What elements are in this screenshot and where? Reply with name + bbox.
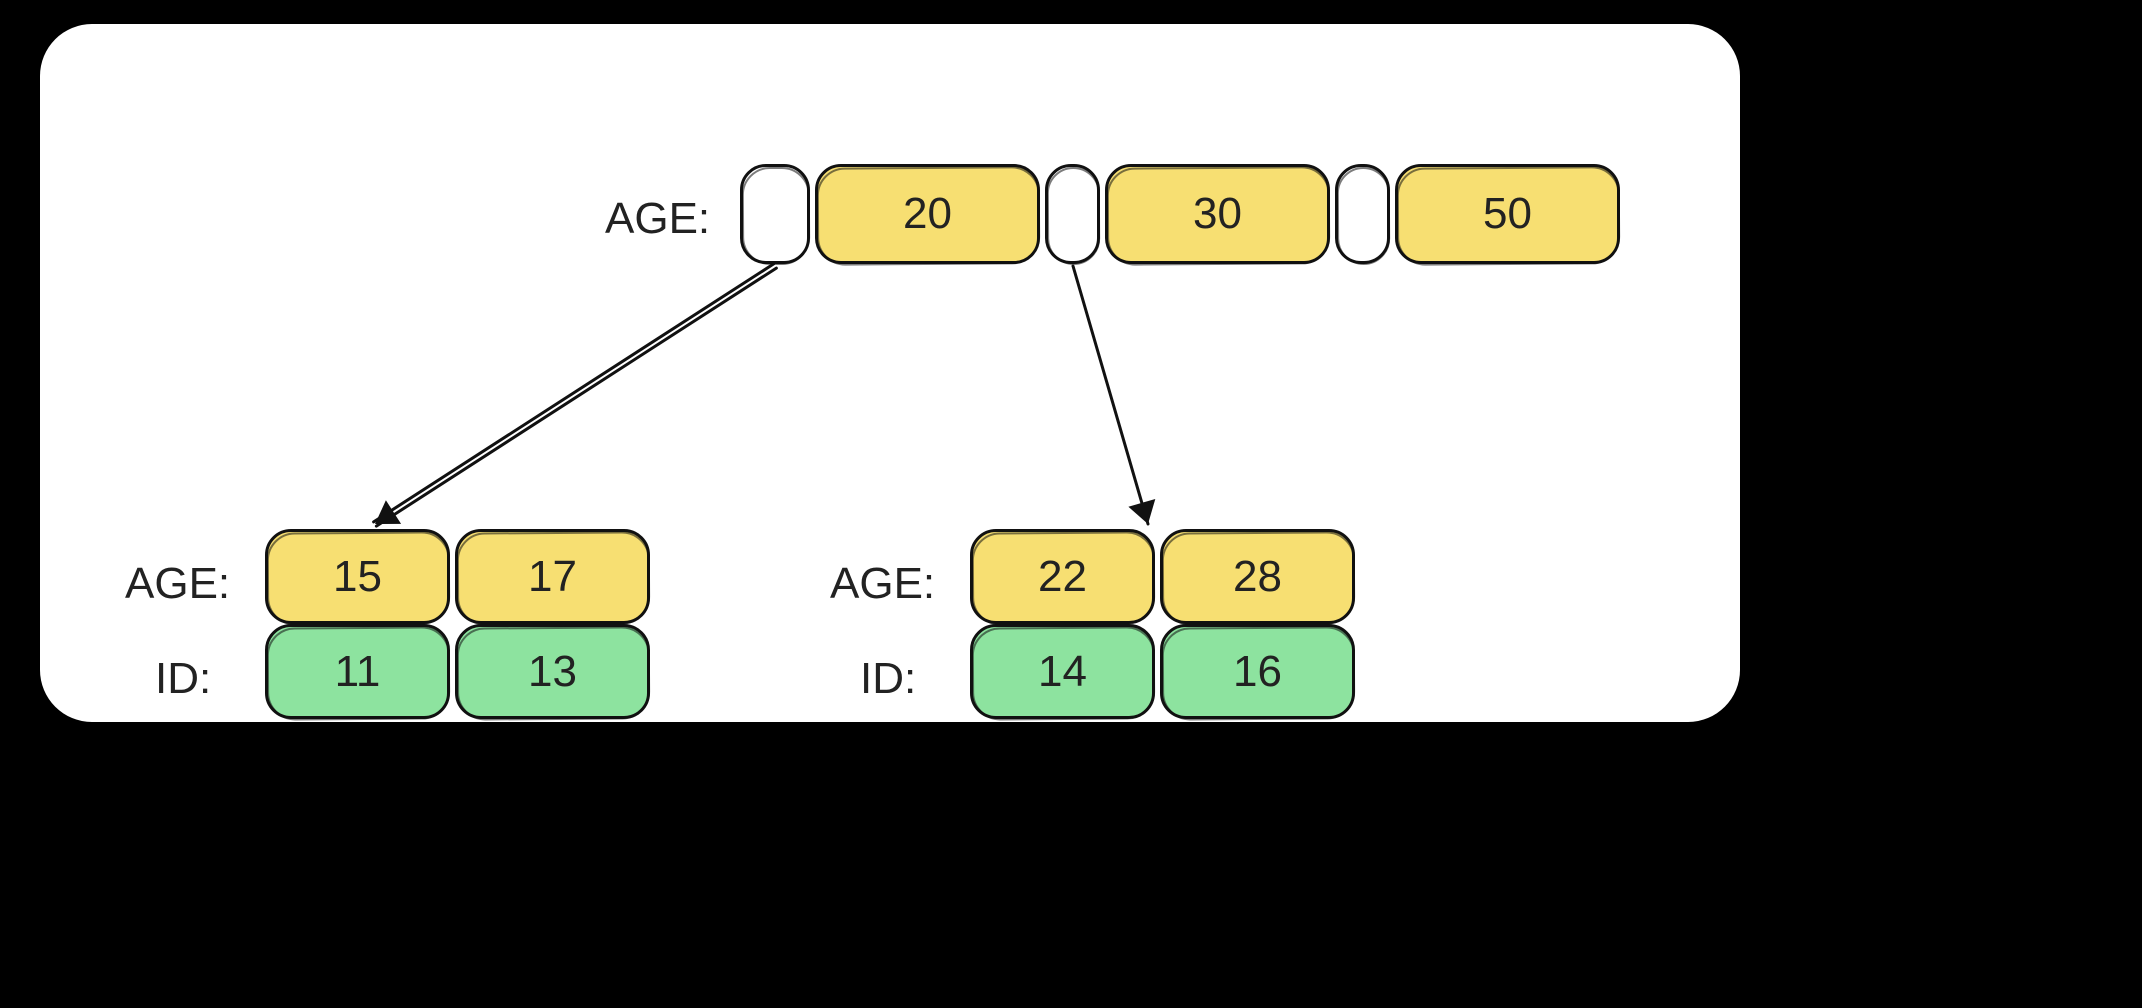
root-age-cell: 50 <box>1395 164 1620 264</box>
leaf-age-label: AGE: <box>125 559 230 609</box>
root-age-cell: 30 <box>1105 164 1330 264</box>
leaf-id-cell: 13 <box>455 624 650 719</box>
root-pointer-cell <box>740 164 810 264</box>
root-pointer-cell <box>1045 164 1100 264</box>
leaf-age-cell: 15 <box>265 529 450 624</box>
root-pointer-cell <box>1335 164 1390 264</box>
leaf-id-label: ID: <box>155 654 211 704</box>
leaf-id-label: ID: <box>860 654 916 704</box>
leaf-age-cell: 22 <box>970 529 1155 624</box>
root-age-label: AGE: <box>605 194 710 244</box>
leaf-age-cell: 28 <box>1160 529 1355 624</box>
leaf-id-cell: 14 <box>970 624 1155 719</box>
leaf-age-label: AGE: <box>830 559 935 609</box>
leaf-age-cell: 17 <box>455 529 650 624</box>
leaf-id-cell: 16 <box>1160 624 1355 719</box>
root-age-cell: 20 <box>815 164 1040 264</box>
leaf-id-cell: 11 <box>265 624 450 719</box>
diagram-canvas: AGE: 20 30 50 AGE: ID: 15171113 AGE: ID: 22281416 <box>0 0 2142 1008</box>
